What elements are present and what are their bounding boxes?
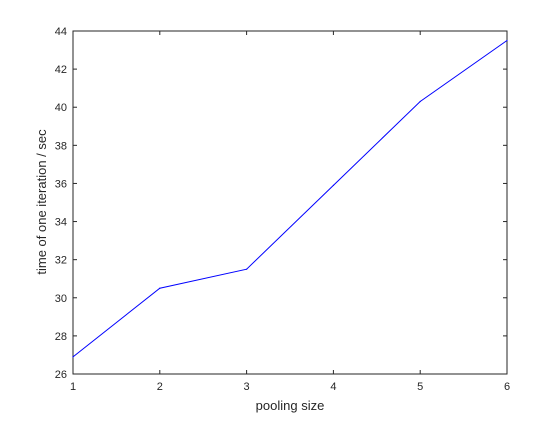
data-point [159,287,161,289]
y-axis-ticks: 26 28 30 32 34 36 38 40 42 44 [55,26,507,381]
x-tick-label: 3 [244,381,250,393]
y-axis-label: time of one iteration / sec [34,129,49,275]
data-point [506,39,508,42]
x-tick-label: 6 [504,381,510,393]
y-tick-label: 34 [55,217,67,229]
series-group [72,39,508,358]
y-tick-label: 38 [55,140,67,152]
x-axis-ticks: 1 2 3 4 5 6 [70,31,510,393]
series-line [72,40,508,358]
y-tick-label: 30 [55,293,67,305]
x-tick-label: 4 [330,381,336,393]
y-tick-label: 28 [55,331,67,343]
y-tick-label: 36 [55,178,67,190]
plot-area [72,30,508,375]
data-point [246,268,248,270]
y-tick-label: 42 [55,64,67,76]
y-tick-label: 44 [55,26,67,38]
y-tick-label: 40 [55,102,67,114]
data-point [332,184,334,186]
x-tick-label: 1 [70,381,76,393]
x-tick-label: 2 [157,381,163,393]
x-axis-label: pooling size [256,398,325,413]
data-point [72,356,74,358]
y-tick-label: 32 [55,255,67,267]
data-point [419,100,421,103]
x-tick-label: 5 [417,381,423,393]
y-tick-label: 26 [55,369,67,381]
